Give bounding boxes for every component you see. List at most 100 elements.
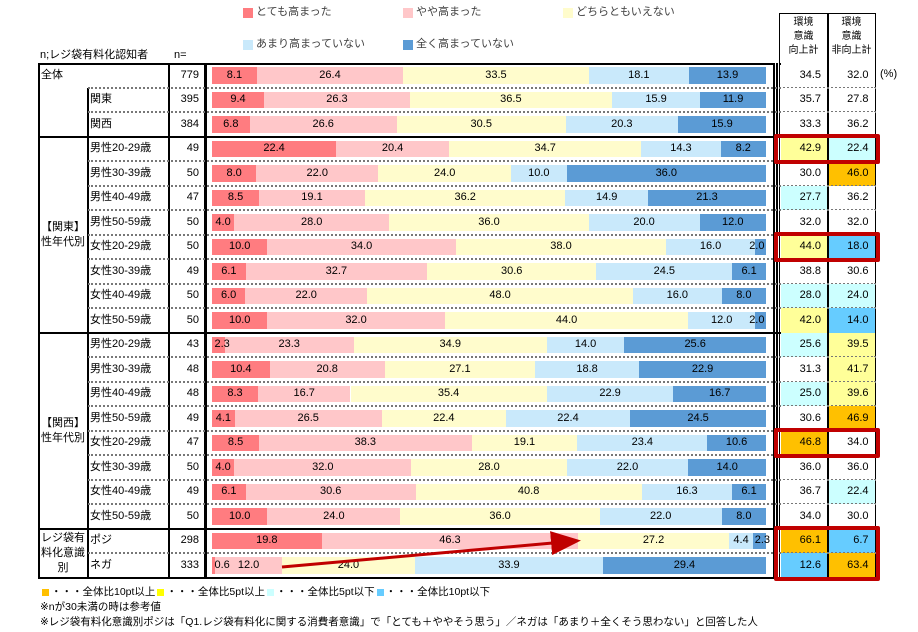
bar-segment-1 bbox=[212, 385, 258, 402]
bar-segment-5 bbox=[673, 385, 766, 402]
bar-segment-2 bbox=[336, 140, 450, 157]
bar-value-label: 26.3 bbox=[326, 93, 348, 106]
summary-double-line bbox=[776, 63, 778, 579]
summary-env-up: 25.0 bbox=[780, 381, 827, 406]
bar-value-label: 22.9 bbox=[691, 362, 714, 375]
bar-value-label: 8.3 bbox=[227, 387, 243, 400]
summary-env-nonup: 22.4 bbox=[828, 479, 875, 504]
bar-value-label: 8.0 bbox=[736, 289, 752, 302]
bar-value-label: 6.1 bbox=[741, 264, 757, 277]
bar-segment-3 bbox=[411, 459, 567, 476]
bar-value-label: 32.0 bbox=[312, 460, 334, 473]
legend-label: 全く高まっていない bbox=[416, 38, 515, 50]
bar-segment-3 bbox=[444, 312, 689, 329]
bar-segment-5 bbox=[639, 361, 766, 378]
bar-value-label: 19.1 bbox=[513, 436, 536, 449]
bar-value-label: 18.8 bbox=[576, 362, 598, 375]
highlight-legend-label: ・・・全体比5pt以上 bbox=[166, 586, 266, 598]
bar-value-label: 10.0 bbox=[228, 240, 251, 253]
bar-segment-2 bbox=[259, 434, 472, 451]
bar-segment-4 bbox=[566, 459, 689, 476]
summary-env-nonup: 32.0 bbox=[828, 210, 875, 235]
bar-value-label: 30.6 bbox=[319, 485, 342, 498]
bar-value-label: 28.0 bbox=[478, 460, 500, 473]
bar-segment-2 bbox=[234, 410, 382, 427]
group-label: 【関西】 bbox=[41, 416, 85, 429]
bar-segment-2 bbox=[264, 91, 410, 108]
bar-value-label: 48.0 bbox=[489, 289, 511, 302]
summary-env-up: 44.0 bbox=[780, 234, 827, 259]
summary-env-up: 34.0 bbox=[780, 504, 827, 529]
legend-label: とても高まった bbox=[256, 6, 332, 18]
bar-value-label: 22.4 bbox=[557, 411, 579, 424]
bar-value-label: 15.9 bbox=[711, 117, 733, 130]
bar-segment-4 bbox=[505, 410, 631, 427]
bar-segment-2 bbox=[267, 238, 456, 255]
bar-segment-3 bbox=[471, 434, 578, 451]
summary-env-nonup: 63.4 bbox=[828, 553, 875, 578]
header-env-nonup: 環境 bbox=[841, 17, 862, 28]
summary-divider bbox=[827, 63, 829, 579]
row-n: 50 bbox=[186, 240, 199, 253]
legend-label: やや高まった bbox=[416, 6, 482, 18]
summary-env-up: 35.7 bbox=[780, 87, 827, 112]
bar-value-label: 16.3 bbox=[676, 485, 698, 498]
row-separator bbox=[88, 86, 876, 89]
bar-segment-3 bbox=[426, 263, 597, 280]
bar-segment-1 bbox=[212, 287, 246, 304]
row-n: 47 bbox=[186, 436, 199, 449]
bar-value-label: 28.0 bbox=[301, 215, 323, 228]
bar-segment-3 bbox=[389, 214, 589, 231]
row-separator bbox=[88, 233, 876, 236]
bar-value-label: 2.0 bbox=[749, 240, 765, 253]
bar-value-label: 9.4 bbox=[230, 93, 246, 106]
summary-env-up: 36.0 bbox=[780, 455, 827, 480]
group-divider bbox=[87, 87, 89, 137]
bar-value-label: 46.3 bbox=[439, 534, 461, 547]
row-label: 女性40-49歳 bbox=[90, 485, 152, 498]
bar-value-label: 26.4 bbox=[319, 68, 341, 81]
summary-env-up: 25.6 bbox=[780, 332, 827, 357]
row-label: 女性30-39歳 bbox=[90, 264, 152, 277]
highlight-swatch bbox=[42, 589, 49, 596]
bar-segment-3 bbox=[449, 140, 642, 157]
group-separator bbox=[38, 527, 876, 530]
legend-swatch bbox=[243, 39, 253, 50]
row-n: 49 bbox=[186, 411, 199, 424]
summary-env-nonup: 36.2 bbox=[828, 112, 875, 137]
bar-segment-1 bbox=[212, 140, 337, 157]
bar-value-label: 22.0 bbox=[306, 166, 328, 179]
bar-value-label: 22.4 bbox=[433, 411, 455, 424]
bar-segment-5 bbox=[754, 312, 766, 329]
bar-segment-2 bbox=[245, 263, 427, 280]
group-divider bbox=[87, 528, 89, 578]
footnote-definition: ※レジ袋有料化意識別ポジは「Q1.レジ袋有料化に関する消費者意識」で「とても＋や… bbox=[40, 616, 758, 628]
group-label-all: 全体 bbox=[41, 68, 63, 81]
summary-header-divider bbox=[827, 13, 829, 63]
row-n: 333 bbox=[180, 558, 199, 571]
bar-segment-1 bbox=[212, 214, 235, 231]
bar-value-label: 30.5 bbox=[470, 117, 492, 130]
bar-segment-3 bbox=[364, 189, 566, 206]
row-separator bbox=[88, 160, 876, 162]
bar-value-label: 16.0 bbox=[699, 240, 722, 253]
bar-segment-4 bbox=[599, 508, 722, 525]
bar-value-label: 26.6 bbox=[312, 117, 334, 130]
bar-value-label: 4.4 bbox=[733, 534, 749, 547]
bar-segment-1 bbox=[212, 91, 265, 108]
bar-segment-1 bbox=[212, 67, 257, 84]
row-n: 49 bbox=[186, 485, 199, 498]
summary-env-nonup: 34.0 bbox=[828, 430, 875, 455]
summary-env-nonup: 46.0 bbox=[828, 161, 875, 186]
header-env-nonup: 意識 bbox=[841, 31, 862, 42]
bar-segment-2 bbox=[256, 165, 379, 182]
bar-segment-1 bbox=[212, 116, 250, 133]
bar-segment-5 bbox=[602, 557, 766, 574]
row-n: 50 bbox=[186, 313, 199, 326]
row-label: 男性30-39歳 bbox=[90, 362, 152, 375]
bar-segment-3 bbox=[409, 91, 612, 108]
row-label: ネガ bbox=[90, 558, 112, 571]
row-separator bbox=[88, 258, 876, 260]
group-label: 【関東】 bbox=[41, 220, 85, 233]
group-label: 別 bbox=[57, 561, 69, 574]
